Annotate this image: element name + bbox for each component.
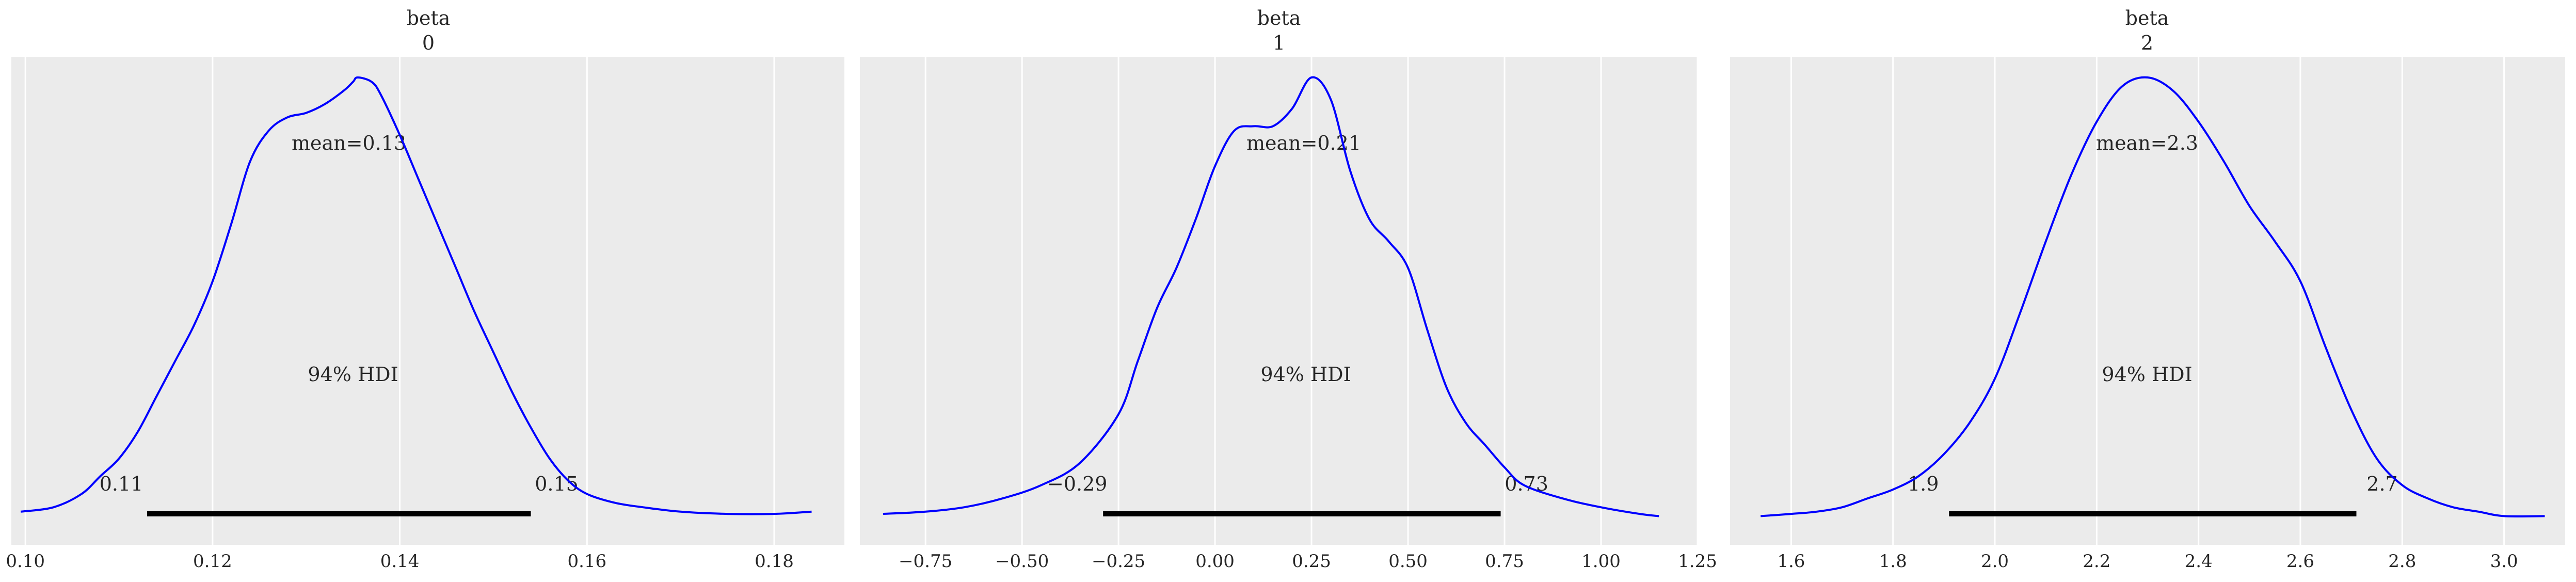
x-tick-label: 0.50 bbox=[1388, 551, 1428, 572]
x-tick-label: 3.0 bbox=[2490, 551, 2518, 572]
x-tick-label: 0.00 bbox=[1195, 551, 1235, 572]
panel-title-line1: beta bbox=[2125, 7, 2169, 29]
mean-label: mean=0.13 bbox=[292, 132, 406, 154]
hdi-low-label: −0.29 bbox=[1047, 473, 1107, 495]
posterior-panel-beta-0: beta 0 mean=0.13 94% HDI 0.11 0.15 0.10 0… bbox=[6, 7, 844, 572]
kde-curve bbox=[1761, 76, 2545, 518]
plot-area bbox=[860, 57, 1698, 545]
x-tick-label: 0.14 bbox=[380, 551, 420, 572]
hdi-low-label: 0.11 bbox=[100, 473, 143, 495]
panel-title-line2: 2 bbox=[2141, 32, 2153, 54]
x-tick-label: −0.25 bbox=[1092, 551, 1145, 572]
x-tick-label: 2.4 bbox=[2185, 551, 2213, 572]
plot-area bbox=[1730, 57, 2565, 545]
x-tick-label: 1.8 bbox=[1879, 551, 1907, 572]
x-tick-label: 1.25 bbox=[1678, 551, 1717, 572]
kde-curve bbox=[883, 76, 1659, 517]
x-tick-label: 0.18 bbox=[755, 551, 794, 572]
hdi-high-label: 2.7 bbox=[2366, 473, 2397, 495]
mean-label: mean=2.3 bbox=[2096, 132, 2198, 154]
hdi-low-label: 1.9 bbox=[1908, 473, 1939, 495]
hdi-label: 94% HDI bbox=[308, 363, 398, 386]
kde-curve bbox=[20, 76, 812, 515]
x-tick-label: 0.16 bbox=[567, 551, 606, 572]
x-tick-label: 0.12 bbox=[193, 551, 232, 572]
x-tick-label: 0.75 bbox=[1485, 551, 1524, 572]
x-tick-label: 2.2 bbox=[2083, 551, 2110, 572]
x-tick-label: −0.50 bbox=[995, 551, 1049, 572]
hdi-label: 94% HDI bbox=[1260, 363, 1351, 386]
x-tick-label: 1.00 bbox=[1581, 551, 1621, 572]
x-tick-label: 0.25 bbox=[1292, 551, 1331, 572]
plot-area bbox=[11, 57, 844, 545]
hdi-label: 94% HDI bbox=[2102, 363, 2192, 386]
x-tick-label: 2.8 bbox=[2388, 551, 2416, 572]
x-tick-label: 0.10 bbox=[6, 551, 45, 572]
posterior-panel-beta-2: beta 2 mean=2.3 94% HDI 1.9 2.7 1.6 1.8 2.… bbox=[1730, 7, 2565, 572]
panel-title-line1: beta bbox=[1257, 7, 1301, 29]
panel-title-line1: beta bbox=[407, 7, 451, 29]
x-tick-label: 2.6 bbox=[2286, 551, 2314, 572]
panel-title-line2: 1 bbox=[1273, 32, 1285, 54]
x-tick-label: 2.0 bbox=[1981, 551, 2009, 572]
posterior-panel-beta-1: beta 1 mean=0.21 94% HDI −0.29 0.73 −0.7… bbox=[860, 7, 1717, 572]
panel-title-line2: 0 bbox=[422, 32, 435, 54]
x-tick-label: 1.6 bbox=[1777, 551, 1805, 572]
x-tick-label: −0.75 bbox=[899, 551, 952, 572]
